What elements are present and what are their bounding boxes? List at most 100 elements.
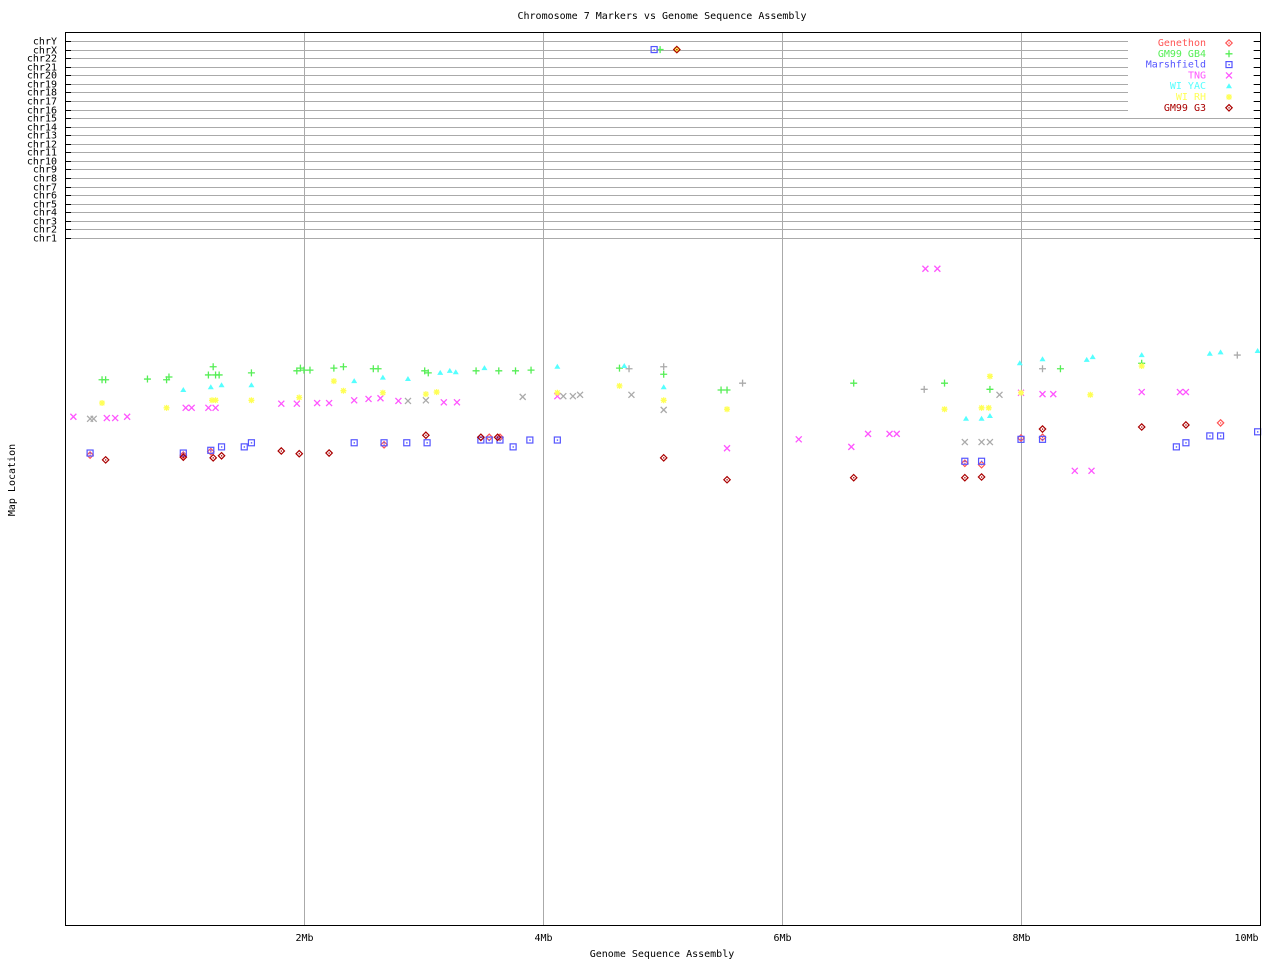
y-tick-label: chr18 [27,88,57,99]
data-point [724,406,731,413]
data-point [330,364,338,372]
data-point [660,406,668,414]
data-point [717,386,725,394]
data-point [1182,439,1190,447]
data-point [519,393,527,401]
data-point [217,451,226,460]
series-marshfield [86,45,1262,465]
data-point [421,367,429,375]
data-point [553,436,561,444]
legend-label: Genethon [1158,38,1206,49]
y-tick-label: chr17 [27,97,57,108]
data-point [163,404,170,411]
data-point [656,46,664,54]
y-axis-label: Map Location [7,444,18,516]
data-point [437,369,444,375]
data-point [330,378,337,385]
data-point [1088,467,1095,475]
series-wi-rh [99,46,1145,413]
data-point [1039,365,1047,373]
data-point [207,384,214,390]
data-point [472,367,480,375]
series-gm99-gb4 [98,46,1146,394]
data-point [1138,388,1146,396]
data-point [1039,356,1046,362]
data-point [978,404,985,411]
data-point [1038,425,1047,434]
data-point [247,369,255,377]
y-tick-label: chr5 [33,200,57,211]
data-point [380,440,389,449]
data-point [374,365,382,373]
y-tick-label: chr12 [27,140,57,151]
data-point [495,367,503,375]
x-axis-label: Genome Sequence Assembly [590,949,735,960]
data-point [424,369,432,377]
series-genethon [86,418,1225,469]
data-point [1049,390,1057,398]
data-point [1087,391,1094,398]
data-point [452,369,459,375]
data-point [1137,422,1146,432]
data-point [217,443,226,451]
data-point [850,379,858,387]
data-point [493,433,502,442]
data-point [1254,428,1262,436]
data-point [650,45,658,54]
data-point [1038,435,1047,443]
data-point [204,404,212,412]
data-point [277,446,286,456]
data-point [377,394,384,402]
data-point [1016,360,1023,366]
data-point [179,453,188,462]
data-point [350,439,358,447]
y-tick-label: chr16 [27,106,57,117]
data-point [1217,349,1224,355]
data-point [554,389,561,396]
data-point [296,364,304,372]
data-point [240,443,248,451]
data-point [422,391,429,398]
data-point [325,448,334,458]
data-point [893,430,901,438]
data-point [212,404,220,412]
data-point [986,438,994,446]
data-point [941,379,949,387]
data-point [621,363,628,369]
x-tick-label: 2Mb [295,933,313,944]
data-point [660,397,667,404]
legend-marker [1225,50,1233,58]
data-point [218,382,225,388]
data-point [207,446,215,454]
data-point [446,367,453,373]
y-tick-label: chr6 [33,191,57,202]
data-point [69,413,77,421]
data-point [212,397,219,404]
data-point [365,395,372,403]
data-point [933,265,941,273]
data-point [165,373,173,381]
data-point [1233,351,1241,359]
data-point [569,392,577,400]
data-point [215,371,223,379]
data-point [616,382,623,389]
data-point [977,457,986,465]
data-point [1254,347,1261,353]
data-point [481,365,488,371]
y-tick-label: chr15 [27,114,57,125]
data-point [849,473,858,482]
data-point [90,415,98,423]
data-point [615,364,623,372]
y-tick-label: chr8 [33,174,57,185]
legend-label: GM99 GB4 [1158,49,1206,60]
data-point [627,391,635,399]
y-tick-label: chr13 [27,131,57,142]
y-tick-label: chrY [33,37,57,48]
legend-marker [1224,38,1234,48]
data-point [180,387,187,393]
data-point [512,367,520,375]
data-point [739,379,747,387]
data-point [423,439,431,447]
data-point [453,398,461,406]
